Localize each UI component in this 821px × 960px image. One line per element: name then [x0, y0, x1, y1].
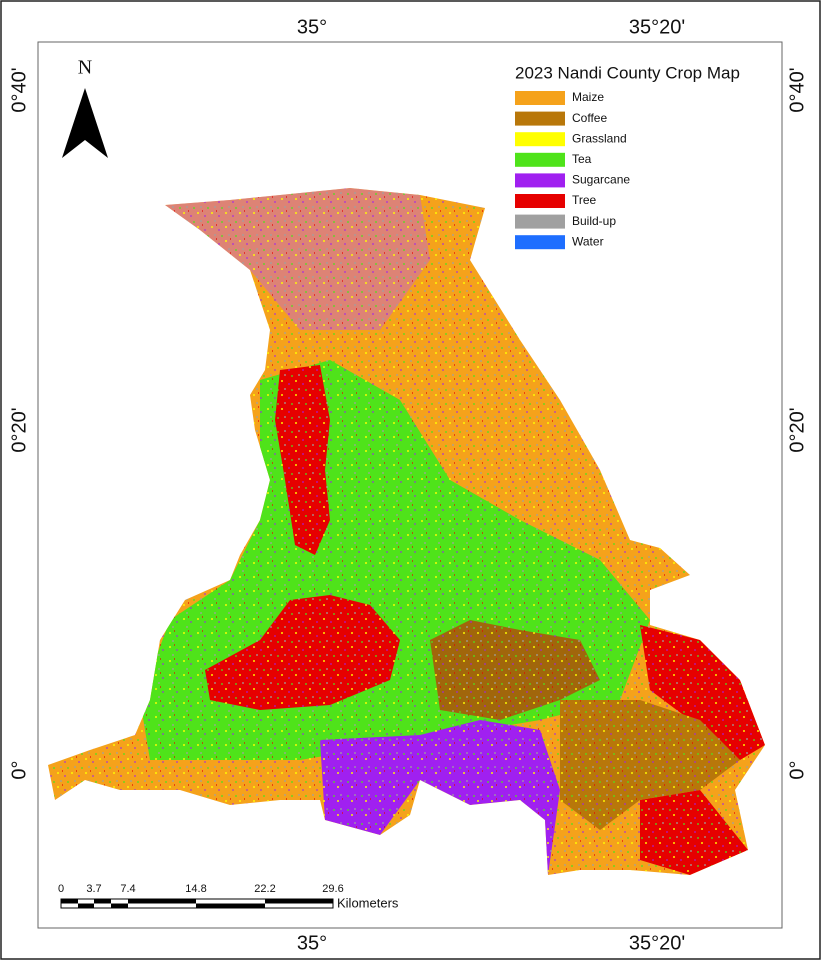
- scale-seg: [78, 903, 94, 908]
- scale-seg: [61, 899, 78, 904]
- scale-seg: [94, 899, 111, 904]
- longitude-label: 35°: [297, 16, 327, 38]
- legend-label: Sugarcane: [572, 173, 630, 187]
- longitude-label: 35°: [297, 932, 327, 954]
- legend-label: Tree: [572, 193, 597, 207]
- legend-swatch: [515, 91, 565, 105]
- scale-seg: [265, 899, 333, 904]
- legend-label: Maize: [572, 90, 604, 104]
- latitude-label: 0°: [8, 760, 30, 779]
- scale-tick-label: 0: [58, 883, 64, 895]
- legend-label: Grassland: [572, 131, 627, 145]
- legend-title: 2023 Nandi County Crop Map: [515, 63, 740, 82]
- scale-tick-label: 3.7: [86, 883, 101, 895]
- legend-label: Coffee: [572, 111, 607, 125]
- scale-tick-label: 7.4: [120, 883, 135, 895]
- scale-unit: Kilometers: [337, 895, 399, 910]
- scale-seg: [196, 903, 265, 908]
- legend-swatch: [515, 132, 565, 147]
- latitude-label: 0°20': [8, 407, 30, 452]
- scale-seg: [128, 899, 196, 904]
- latitude-label: 0°: [786, 760, 808, 779]
- legend-label: Build-up: [572, 214, 616, 228]
- arrow-left: [62, 88, 85, 158]
- legend-label: Tea: [572, 152, 592, 166]
- legend-swatch: [515, 194, 565, 208]
- longitude-label: 35°20': [629, 932, 685, 954]
- longitude-label: 35°20': [629, 16, 685, 38]
- latitude-label: 0°40': [8, 67, 30, 112]
- latitude-label: 0°40': [786, 67, 808, 112]
- legend-swatch: [515, 235, 565, 250]
- legend-swatch: [515, 111, 565, 126]
- labels: 2023 Nandi County Crop Map Maize Coffee Gra…: [8, 16, 808, 954]
- legend-swatch: [515, 173, 565, 188]
- scale-tick-label: 22.2: [254, 883, 275, 895]
- north-arrow: N: [62, 57, 108, 158]
- legend-swatch: [515, 214, 565, 229]
- latitude-label: 0°20': [786, 407, 808, 452]
- scale-bar: Kilometers: [60, 895, 399, 910]
- scale-seg: [111, 903, 128, 908]
- legend-swatch: [515, 152, 565, 167]
- north-label: N: [78, 57, 92, 79]
- scale-tick-label: 14.8: [185, 883, 206, 895]
- arrow-right: [85, 88, 108, 158]
- scale-tick-label: 29.6: [322, 883, 343, 895]
- legend-label: Water: [572, 234, 604, 248]
